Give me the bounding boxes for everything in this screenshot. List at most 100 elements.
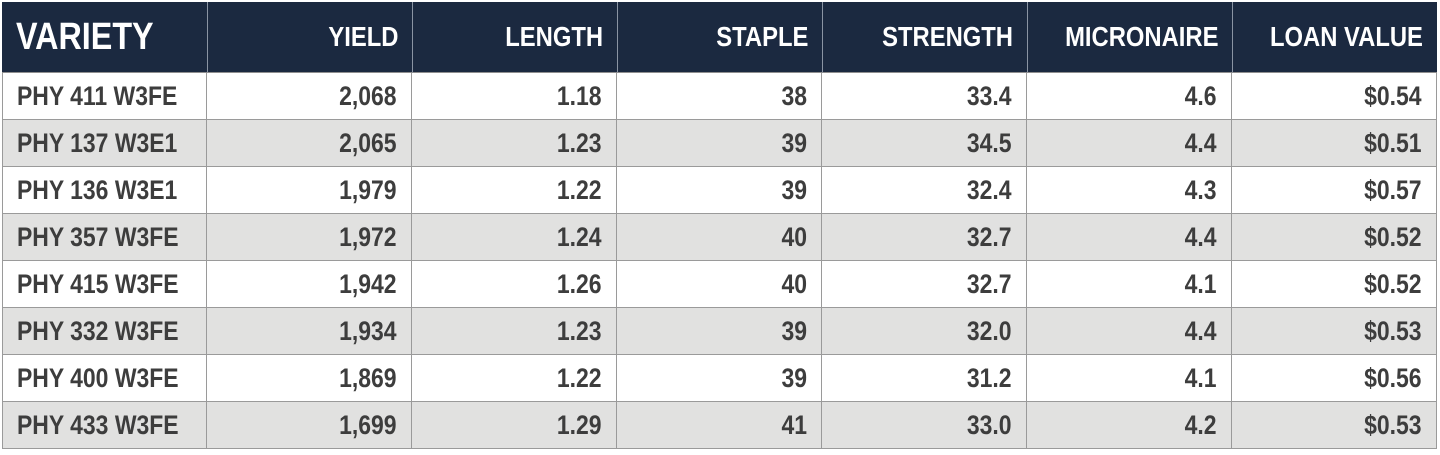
cell-text: PHY 433 W3FE: [17, 409, 179, 440]
column-header-loan-value: LOAN VALUE: [1232, 2, 1437, 73]
cell-text: PHY 357 W3FE: [17, 221, 179, 252]
cell-text: 1.23: [557, 127, 602, 158]
loan_value-cell: $0.56: [1232, 355, 1437, 402]
cell-text: 38: [781, 80, 807, 111]
cell-text: 4.1: [1185, 362, 1217, 393]
cell-text: 33.0: [967, 409, 1012, 440]
cell-text: PHY 137 W3E1: [17, 127, 178, 158]
length-cell: 1.26: [412, 261, 617, 308]
table-header: VARIETY YIELD LENGTH STAPLE STRENGTH MIC…: [2, 2, 1437, 73]
cell-text: $0.53: [1364, 315, 1422, 346]
cell-text: 1.29: [557, 409, 602, 440]
cell-text: 39: [781, 315, 807, 346]
column-header-length: LENGTH: [412, 2, 617, 73]
cell-text: 39: [781, 362, 807, 393]
loan_value-cell: $0.51: [1232, 120, 1437, 167]
cell-text: $0.52: [1364, 268, 1422, 299]
length-cell: 1.22: [412, 355, 617, 402]
cell-text: 32.0: [967, 315, 1012, 346]
yield-cell: 1,699: [207, 402, 412, 449]
cell-text: PHY 332 W3FE: [17, 315, 179, 346]
variety-cell: PHY 400 W3FE: [2, 355, 207, 402]
table-row: PHY 332 W3FE 1,934 1.23 39 32.0 4.4 $0.53: [2, 308, 1437, 355]
loan_value-cell: $0.53: [1232, 308, 1437, 355]
cell-text: $0.56: [1364, 362, 1422, 393]
cell-text: 1,934: [339, 315, 397, 346]
cell-text: 1.26: [557, 268, 602, 299]
loan_value-cell: $0.52: [1232, 214, 1437, 261]
strength-cell: 33.4: [822, 73, 1027, 120]
cell-text: 2,068: [339, 80, 397, 111]
table-body: PHY 411 W3FE 2,068 1.18 38 33.4 4.6 $0.54 PHY 1…: [2, 73, 1437, 449]
table-row: PHY 415 W3FE 1,942 1.26 40 32.7 4.1 $0.52: [2, 261, 1437, 308]
length-cell: 1.24: [412, 214, 617, 261]
table-header-row: VARIETY YIELD LENGTH STAPLE STRENGTH MIC…: [2, 2, 1437, 73]
variety-data-table: VARIETY YIELD LENGTH STAPLE STRENGTH MIC…: [2, 2, 1437, 449]
staple-cell: 39: [617, 120, 822, 167]
cell-text: $0.53: [1364, 409, 1422, 440]
cell-text: 1,942: [339, 268, 397, 299]
strength-cell: 32.4: [822, 167, 1027, 214]
cell-text: 31.2: [967, 362, 1012, 393]
cell-text: 1,972: [339, 221, 397, 252]
column-header-variety: VARIETY: [2, 2, 207, 73]
cell-text: 32.4: [967, 174, 1012, 205]
cell-text: PHY 136 W3E1: [17, 174, 178, 205]
yield-cell: 1,869: [207, 355, 412, 402]
yield-cell: 1,934: [207, 308, 412, 355]
variety-cell: PHY 415 W3FE: [2, 261, 207, 308]
variety-cell: PHY 357 W3FE: [2, 214, 207, 261]
cell-text: 4.4: [1185, 127, 1217, 158]
table-row: PHY 400 W3FE 1,869 1.22 39 31.2 4.1 $0.56: [2, 355, 1437, 402]
cell-text: 1.18: [557, 80, 602, 111]
strength-cell: 32.0: [822, 308, 1027, 355]
micronaire-cell: 4.1: [1027, 355, 1232, 402]
table-row: PHY 137 W3E1 2,065 1.23 39 34.5 4.4 $0.51: [2, 120, 1437, 167]
cell-text: 33.4: [967, 80, 1012, 111]
length-cell: 1.23: [412, 308, 617, 355]
variety-cell: PHY 137 W3E1: [2, 120, 207, 167]
micronaire-cell: 4.3: [1027, 167, 1232, 214]
cell-text: 39: [781, 174, 807, 205]
cell-text: 2,065: [339, 127, 397, 158]
staple-cell: 39: [617, 355, 822, 402]
cell-text: 1.22: [557, 362, 602, 393]
cell-text: 4.2: [1185, 409, 1217, 440]
staple-cell: 40: [617, 261, 822, 308]
cell-text: PHY 415 W3FE: [17, 268, 179, 299]
yield-cell: 1,942: [207, 261, 412, 308]
cell-text: 1.24: [557, 221, 602, 252]
cell-text: 4.1: [1185, 268, 1217, 299]
strength-cell: 33.0: [822, 402, 1027, 449]
yield-cell: 2,065: [207, 120, 412, 167]
length-cell: 1.29: [412, 402, 617, 449]
table-row: PHY 433 W3FE 1,699 1.29 41 33.0 4.2 $0.53: [2, 402, 1437, 449]
cell-text: 4.3: [1185, 174, 1217, 205]
column-header-micronaire: MICRONAIRE: [1027, 2, 1232, 73]
column-header-strength: STRENGTH: [822, 2, 1027, 73]
table-row: PHY 411 W3FE 2,068 1.18 38 33.4 4.6 $0.54: [2, 73, 1437, 120]
variety-cell: PHY 332 W3FE: [2, 308, 207, 355]
loan_value-cell: $0.53: [1232, 402, 1437, 449]
strength-cell: 34.5: [822, 120, 1027, 167]
length-cell: 1.23: [412, 120, 617, 167]
strength-cell: 32.7: [822, 214, 1027, 261]
variety-cell: PHY 411 W3FE: [2, 73, 207, 120]
yield-cell: 1,972: [207, 214, 412, 261]
micronaire-cell: 4.6: [1027, 73, 1232, 120]
staple-cell: 40: [617, 214, 822, 261]
staple-cell: 39: [617, 167, 822, 214]
cell-text: 32.7: [967, 268, 1012, 299]
cell-text: 4.4: [1185, 315, 1217, 346]
loan_value-cell: $0.54: [1232, 73, 1437, 120]
strength-cell: 31.2: [822, 355, 1027, 402]
column-header-yield: YIELD: [207, 2, 412, 73]
cell-text: 4.6: [1185, 80, 1217, 111]
cell-text: 34.5: [967, 127, 1012, 158]
micronaire-cell: 4.4: [1027, 214, 1232, 261]
micronaire-cell: 4.2: [1027, 402, 1232, 449]
staple-cell: 39: [617, 308, 822, 355]
cell-text: $0.54: [1364, 80, 1422, 111]
cell-text: 40: [781, 221, 807, 252]
cell-text: 1,869: [339, 362, 397, 393]
